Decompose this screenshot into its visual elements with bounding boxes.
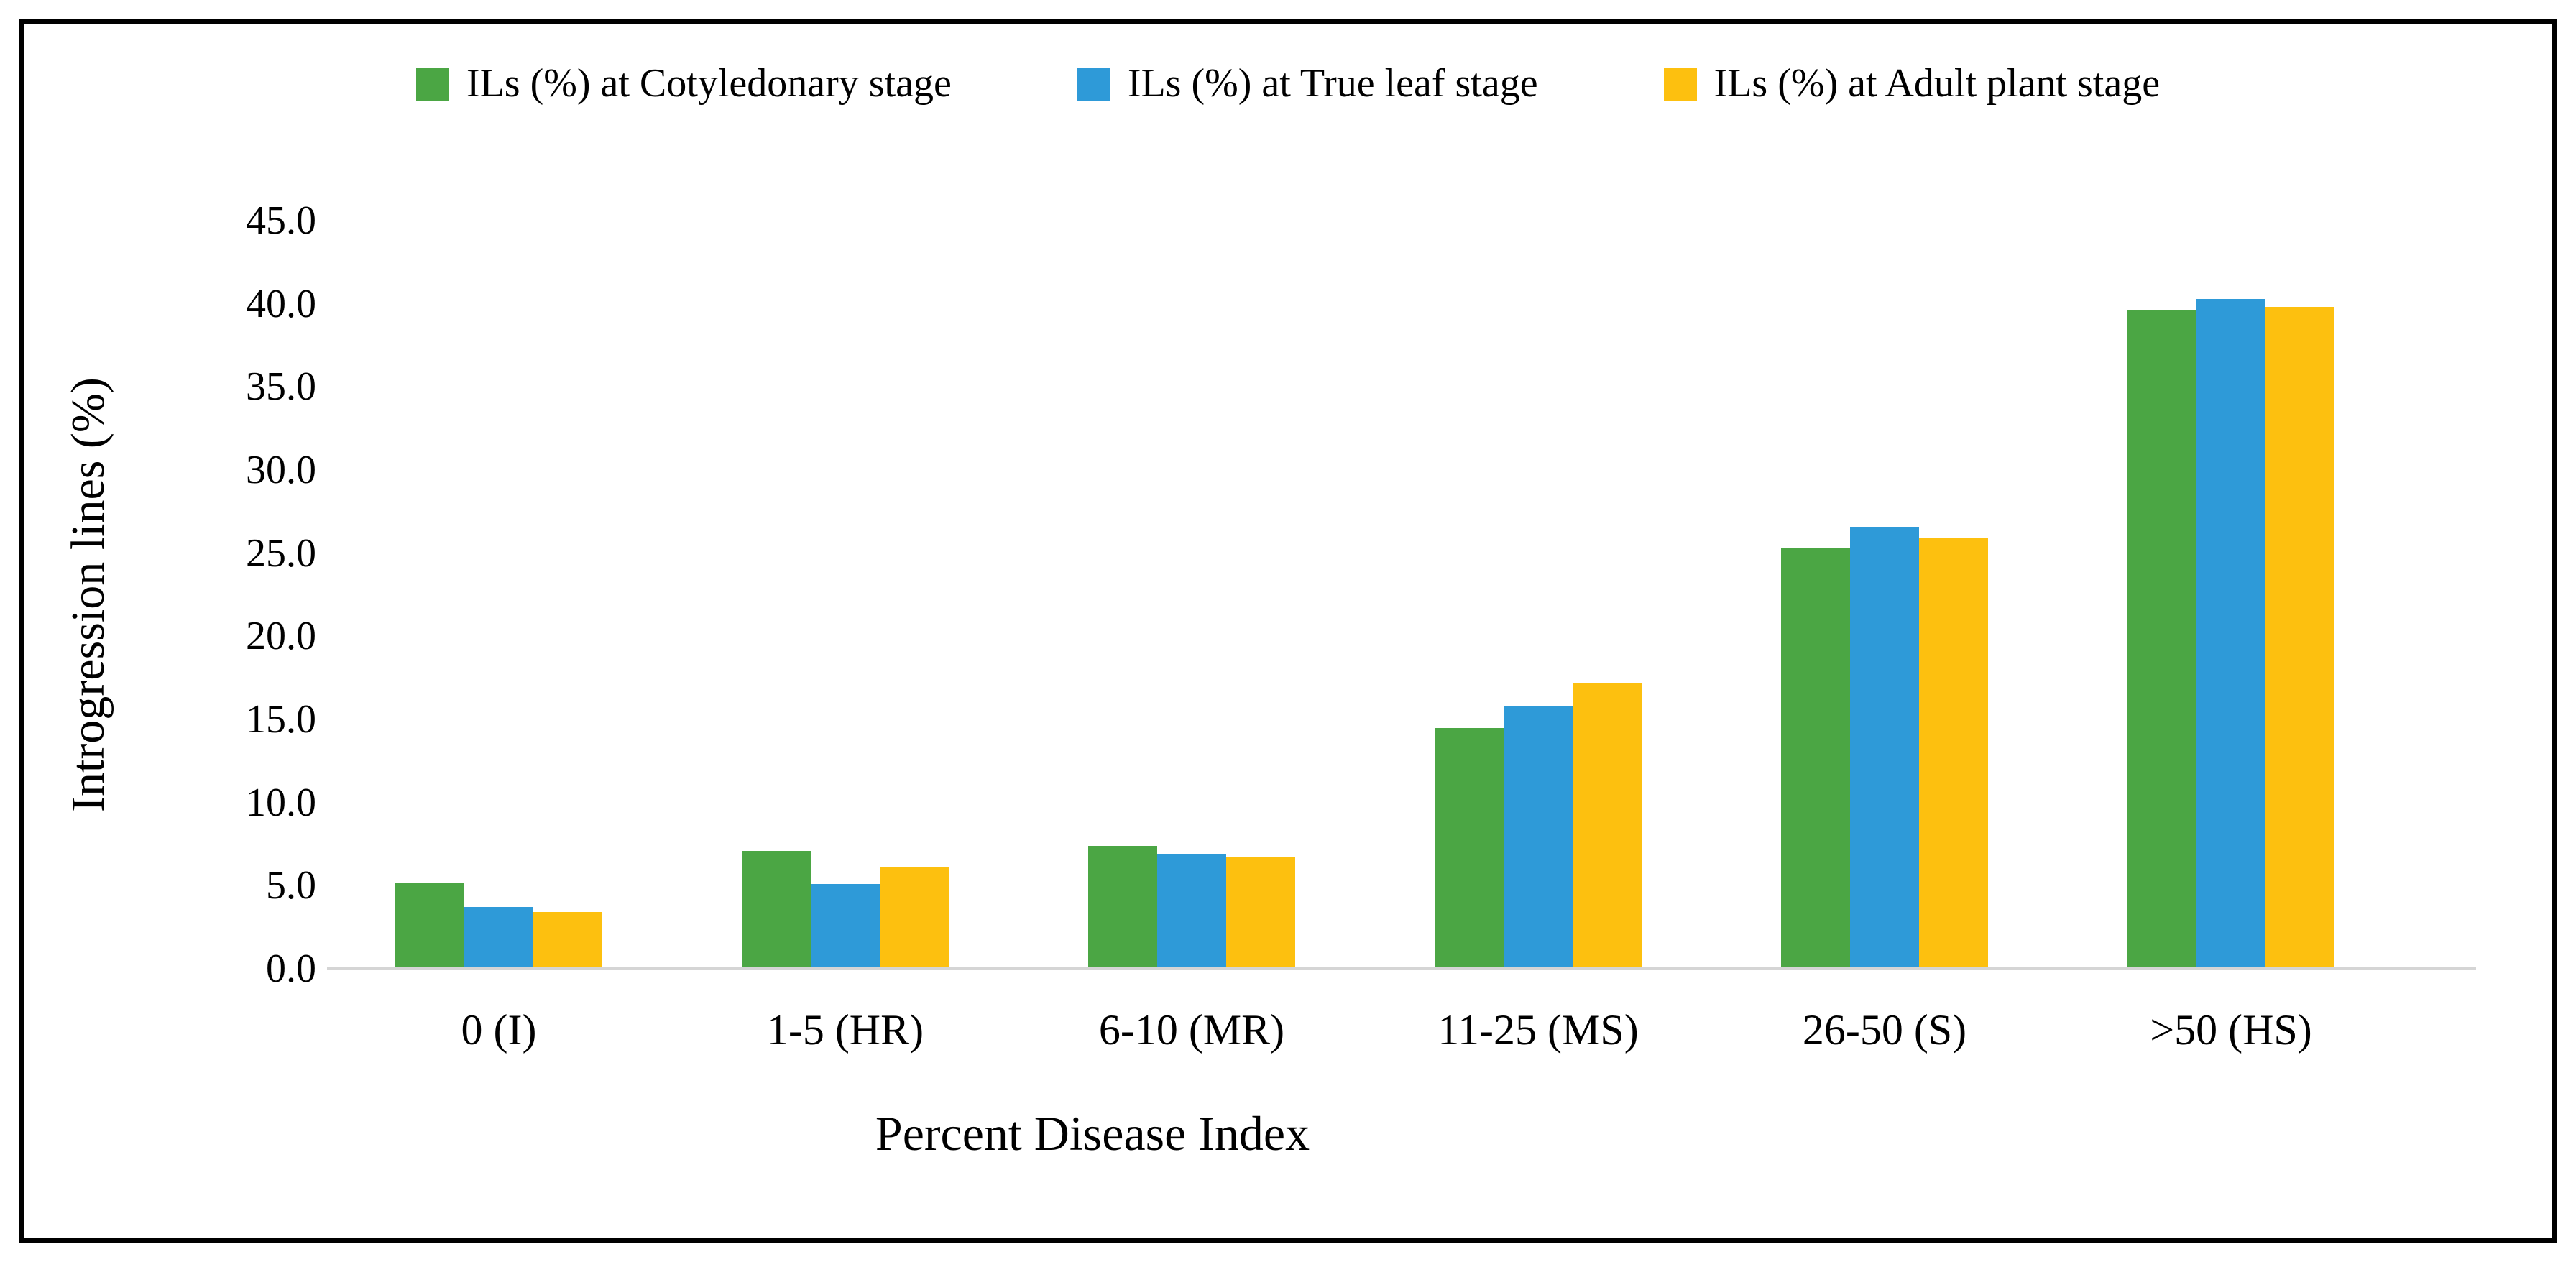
x-axis-line <box>327 967 2476 970</box>
legend-swatch-cotyledonary <box>415 67 449 101</box>
legend-label-true-leaf: ILs (%) at True leaf stage <box>1127 61 1538 106</box>
bar-true-leaf-group4 <box>1504 706 1573 969</box>
bar-adult-plant-group6 <box>2266 307 2334 969</box>
legend-item-adult-plant: ILs (%) at Adult plant stage <box>1663 61 2161 106</box>
x-tick-label: 1-5 (HR) <box>766 1006 924 1054</box>
bar-adult-plant-group3 <box>1226 857 1295 969</box>
y-tick-label: 5.0 <box>266 863 316 908</box>
x-tick-label: 26-50 (S) <box>1802 1006 1967 1054</box>
bar-adult-plant-group2 <box>880 867 949 969</box>
bar-cotyledonary-group3 <box>1088 845 1157 969</box>
y-axis-title: Introgression lines (%) <box>62 377 114 812</box>
y-tick-label: 0.0 <box>266 946 316 991</box>
bar-true-leaf-group6 <box>2196 298 2266 969</box>
bar-cotyledonary-group5 <box>1781 548 1850 969</box>
y-tick-label: 40.0 <box>246 281 316 326</box>
bar-true-leaf-group1 <box>464 907 533 969</box>
y-tick-label: 35.0 <box>246 364 316 410</box>
y-tick-label: 10.0 <box>246 780 316 825</box>
legend-swatch-adult-plant <box>1663 67 1697 101</box>
legend-swatch-true-leaf <box>1077 67 1110 101</box>
y-tick-label: 30.0 <box>246 448 316 492</box>
bar-adult-plant-group1 <box>533 912 602 969</box>
legend-item-cotyledonary: ILs (%) at Cotyledonary stage <box>415 61 952 106</box>
x-tick-label: 0 (I) <box>461 1006 537 1054</box>
y-tick-label: 20.0 <box>246 614 316 659</box>
bar-cotyledonary-group2 <box>742 850 811 969</box>
x-axis-title: Percent Disease Index <box>875 1106 1310 1161</box>
x-tick-label: 6-10 (MR) <box>1098 1006 1285 1054</box>
bar-cotyledonary-group4 <box>1435 727 1504 969</box>
y-tick-label: 25.0 <box>246 530 316 576</box>
legend-label-cotyledonary: ILs (%) at Cotyledonary stage <box>466 61 952 106</box>
x-tick-label: 11-25 (MS) <box>1438 1006 1639 1054</box>
bar-cotyledonary-group6 <box>2128 310 2196 969</box>
y-tick-label: 45.0 <box>246 198 316 243</box>
bar-cotyledonary-group1 <box>395 882 464 969</box>
bar-true-leaf-group2 <box>811 884 880 969</box>
bar-true-leaf-group5 <box>1850 526 1919 969</box>
legend: ILs (%) at Cotyledonary stage ILs (%) at … <box>58 61 2518 106</box>
legend-label-adult-plant: ILs (%) at Adult plant stage <box>1714 61 2161 106</box>
x-tick-label: >50 (HS) <box>2150 1006 2312 1054</box>
bar-adult-plant-group5 <box>1919 538 1988 969</box>
bar-true-leaf-group3 <box>1157 854 1226 969</box>
legend-item-true-leaf: ILs (%) at True leaf stage <box>1077 61 1538 106</box>
y-tick-label: 15.0 <box>246 697 316 742</box>
bar-adult-plant-group4 <box>1573 683 1642 969</box>
